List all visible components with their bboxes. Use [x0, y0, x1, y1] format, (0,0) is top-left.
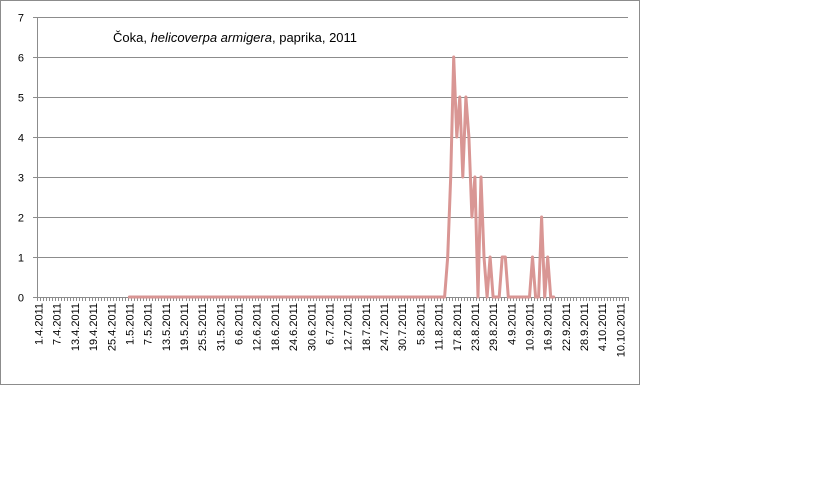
- x-tick-label: 24.6.2011: [288, 303, 300, 351]
- data-point: [497, 295, 501, 299]
- data-point: [443, 295, 446, 299]
- x-tick-label: 30.7.2011: [397, 303, 409, 351]
- data-point: [531, 255, 534, 259]
- chart-svg: Čoka, helicoverpa armigera, paprika, 201…: [18, 13, 629, 357]
- data-point: [491, 295, 495, 299]
- data-point: [494, 295, 498, 299]
- data-point: [482, 255, 486, 259]
- x-tick-label: 6.7.2011: [324, 303, 336, 345]
- data-point: [473, 175, 477, 179]
- x-tick-label: 13.5.2011: [161, 303, 173, 351]
- x-tick-label: 4.9.2011: [506, 303, 518, 345]
- x-tick-label: 7.5.2011: [143, 303, 155, 345]
- x-tick-label: 18.6.2011: [270, 303, 282, 351]
- x-tick-label: 19.5.2011: [179, 303, 191, 351]
- y-tick-label: 3: [18, 173, 24, 185]
- data-point: [507, 295, 510, 299]
- data-point: [522, 295, 525, 299]
- chart-title: Čoka, helicoverpa armigera, paprika, 201…: [113, 30, 357, 45]
- chart-title-part: Čoka,: [113, 30, 151, 45]
- x-tick-label: 13.4.2011: [70, 303, 82, 351]
- data-point: [504, 255, 507, 259]
- x-tick-label: 25.5.2011: [197, 303, 209, 351]
- x-tick-label: 24.7.2011: [379, 303, 391, 351]
- data-point: [537, 295, 540, 299]
- data-point: [446, 255, 449, 259]
- x-tick-label: 18.7.2011: [361, 303, 373, 351]
- x-tick-label: 31.5.2011: [215, 303, 227, 351]
- data-point: [510, 295, 513, 299]
- x-tick-label: 10.10.2011: [615, 303, 627, 357]
- chart-title-part: helicoverpa armigera: [151, 30, 272, 45]
- y-tick-label: 6: [18, 53, 24, 65]
- data-point: [501, 255, 504, 259]
- data-point: [543, 295, 546, 299]
- data-point: [452, 55, 455, 59]
- y-tick-label: 0: [18, 293, 24, 305]
- x-tick-label: 6.6.2011: [234, 303, 246, 345]
- x-tick-label: 12.7.2011: [343, 303, 355, 351]
- data-point: [470, 215, 474, 219]
- x-tick-label: 1.4.2011: [34, 303, 46, 345]
- x-tick-label: 1.5.2011: [124, 303, 136, 345]
- data-point: [479, 175, 483, 179]
- data-point: [528, 295, 531, 299]
- x-tick-label: 7.4.2011: [52, 303, 64, 345]
- data-point: [458, 95, 461, 99]
- y-tick-label: 7: [18, 13, 24, 25]
- x-tick-label: 29.8.2011: [488, 303, 500, 351]
- data-point: [449, 175, 452, 179]
- y-tick-label: 1: [18, 253, 24, 265]
- data-point: [455, 135, 458, 139]
- data-point: [464, 95, 468, 99]
- gridlines: [33, 17, 628, 298]
- data-point: [476, 295, 480, 299]
- data-point: [525, 295, 528, 299]
- data-point: [549, 295, 552, 299]
- data-point: [516, 295, 519, 299]
- y-tick-label: 5: [18, 93, 24, 105]
- x-tick-label: 30.6.2011: [306, 303, 318, 351]
- chart-frame: Čoka, helicoverpa armigera, paprika, 201…: [0, 0, 640, 385]
- y-tick-label: 4: [18, 133, 24, 145]
- data-point: [488, 255, 492, 259]
- x-tick-label: 11.8.2011: [434, 303, 446, 350]
- y-tick-label: 2: [18, 213, 24, 225]
- data-point: [534, 295, 537, 299]
- x-tick-label: 28.9.2011: [579, 303, 591, 351]
- x-tick-label: 17.8.2011: [452, 303, 464, 351]
- x-tick-labels: 1.4.2011 7.4.2011 13.4.2011 19.4.2011 25.4.2…: [34, 303, 628, 357]
- data-point: [519, 295, 522, 299]
- x-tick-label: 10.9.2011: [525, 303, 537, 351]
- series-layer: [127, 55, 556, 299]
- x-tick-label: 16.9.2011: [543, 303, 555, 351]
- x-tick-label: 19.4.2011: [88, 303, 100, 351]
- x-tick-label: 12.6.2011: [252, 303, 264, 351]
- data-point: [552, 295, 555, 299]
- data-point: [485, 295, 489, 299]
- x-tick-label: 22.9.2011: [561, 303, 573, 351]
- data-point: [513, 295, 516, 299]
- x-tick-label: 5.8.2011: [415, 303, 427, 345]
- data-point: [128, 295, 131, 299]
- data-point: [407, 295, 410, 299]
- data-point: [540, 215, 543, 219]
- data-point: [461, 175, 465, 179]
- x-tick-label: 23.8.2011: [470, 303, 482, 351]
- chart-title-part: , paprika, 2011: [272, 30, 357, 45]
- data-point: [467, 135, 471, 139]
- data-point: [546, 255, 549, 259]
- x-tick-label: 4.10.2011: [597, 303, 609, 351]
- y-tick-labels: 0 1 2 3 4 5 6 7: [18, 13, 24, 305]
- x-tick-label: 25.4.2011: [106, 303, 118, 351]
